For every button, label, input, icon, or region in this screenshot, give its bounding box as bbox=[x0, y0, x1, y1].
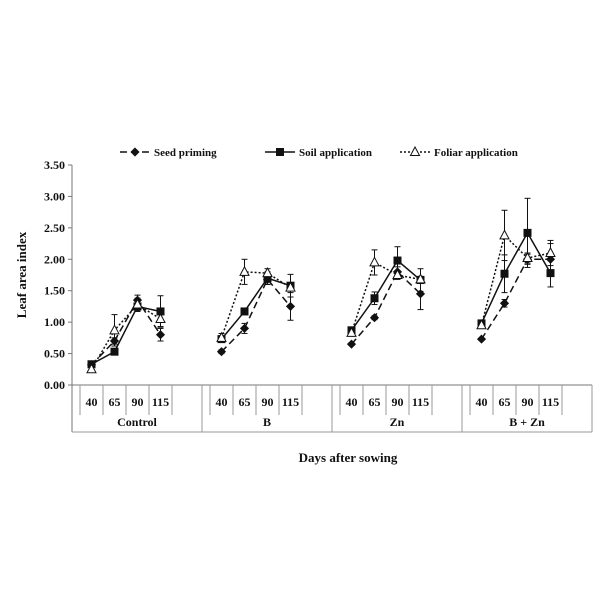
x-tick-label: 90 bbox=[522, 395, 534, 409]
data-point-foliar-application bbox=[216, 331, 227, 342]
x-tick-label: 115 bbox=[412, 395, 429, 409]
y-tick-label: 2.00 bbox=[44, 252, 65, 266]
series-line-seed-priming bbox=[220, 278, 292, 353]
group-label: B bbox=[263, 415, 271, 429]
series-line-soil-application bbox=[350, 259, 421, 331]
x-axis-title: Days after sowing bbox=[299, 450, 398, 465]
x-tick-label: 40 bbox=[346, 395, 358, 409]
data-point-seed-priming bbox=[346, 339, 357, 349]
y-tick-label: 1.50 bbox=[44, 284, 65, 298]
x-tick-label: 115 bbox=[152, 395, 169, 409]
y-tick-label: 3.00 bbox=[44, 189, 65, 203]
series-line-soil-application bbox=[91, 305, 161, 365]
data-point-foliar-application bbox=[346, 326, 357, 337]
series-line-foliar-application bbox=[220, 271, 291, 339]
series-line-foliar-application bbox=[480, 233, 551, 326]
series-line-foliar-application bbox=[90, 303, 161, 370]
legend-marker bbox=[276, 148, 284, 156]
y-axis-title: Leaf area index bbox=[14, 231, 29, 318]
x-tick-label: 90 bbox=[262, 395, 274, 409]
data-point-foliar-application bbox=[476, 319, 487, 330]
y-tick-label: 0.00 bbox=[44, 378, 65, 392]
data-point-seed-priming bbox=[155, 330, 166, 340]
data-point-foliar-application bbox=[109, 324, 120, 335]
data-point-foliar-application bbox=[155, 312, 166, 323]
legend-marker bbox=[130, 147, 140, 157]
group-label: Zn bbox=[390, 415, 405, 429]
data-point-foliar-application bbox=[499, 229, 510, 240]
series-line-seed-priming bbox=[350, 270, 422, 345]
data-point-foliar-application bbox=[86, 363, 97, 374]
data-point-soil-application bbox=[240, 307, 249, 316]
data-point-soil-application bbox=[523, 228, 532, 237]
data-point-soil-application bbox=[370, 294, 379, 303]
data-point-soil-application bbox=[500, 269, 509, 278]
data-point-foliar-application bbox=[132, 298, 143, 309]
series-line-seed-priming bbox=[480, 258, 551, 340]
legend-label: Soil application bbox=[299, 147, 372, 159]
y-tick-label: 2.50 bbox=[44, 221, 65, 235]
legend-label: Foliar application bbox=[434, 147, 518, 159]
group-label: Control bbox=[117, 415, 157, 429]
x-tick-label: 65 bbox=[239, 395, 251, 409]
data-point-soil-application bbox=[546, 269, 555, 278]
x-tick-label: 90 bbox=[392, 395, 404, 409]
data-point-soil-application bbox=[110, 347, 119, 356]
legend-label: Seed priming bbox=[154, 147, 217, 159]
data-point-foliar-application bbox=[392, 268, 403, 279]
data-point-foliar-application bbox=[415, 273, 426, 284]
x-tick-label: 115 bbox=[282, 395, 299, 409]
data-point-foliar-application bbox=[239, 265, 250, 276]
data-point-foliar-application bbox=[545, 246, 556, 257]
legend-marker bbox=[409, 145, 421, 156]
data-point-seed-priming bbox=[499, 298, 510, 308]
x-tick-label: 115 bbox=[542, 395, 559, 409]
x-tick-label: 40 bbox=[86, 395, 98, 409]
data-point-seed-priming bbox=[415, 289, 426, 299]
x-tick-label: 40 bbox=[216, 395, 228, 409]
group-label: B + Zn bbox=[509, 415, 545, 429]
data-point-foliar-application bbox=[262, 267, 273, 278]
data-point-soil-application bbox=[393, 256, 402, 265]
series-line-soil-application bbox=[480, 231, 552, 324]
x-tick-label: 90 bbox=[132, 395, 144, 409]
data-point-foliar-application bbox=[369, 256, 380, 267]
y-tick-label: 1.00 bbox=[44, 315, 65, 329]
y-tick-label: 3.50 bbox=[44, 158, 65, 172]
x-tick-label: 65 bbox=[499, 395, 511, 409]
data-point-seed-priming bbox=[216, 347, 227, 357]
series-line-seed-priming bbox=[90, 298, 162, 366]
x-tick-label: 65 bbox=[369, 395, 381, 409]
x-tick-label: 40 bbox=[476, 395, 488, 409]
data-point-seed-priming bbox=[476, 334, 487, 344]
x-tick-label: 65 bbox=[109, 395, 121, 409]
data-point-seed-priming bbox=[285, 301, 296, 311]
data-point-seed-priming bbox=[239, 323, 250, 333]
data-point-foliar-application bbox=[285, 281, 296, 292]
data-point-foliar-application bbox=[522, 251, 533, 263]
series-line-soil-application bbox=[220, 277, 291, 340]
y-tick-label: 0.50 bbox=[44, 347, 65, 361]
series-line-foliar-application bbox=[350, 261, 421, 334]
data-point-seed-priming bbox=[369, 313, 380, 323]
